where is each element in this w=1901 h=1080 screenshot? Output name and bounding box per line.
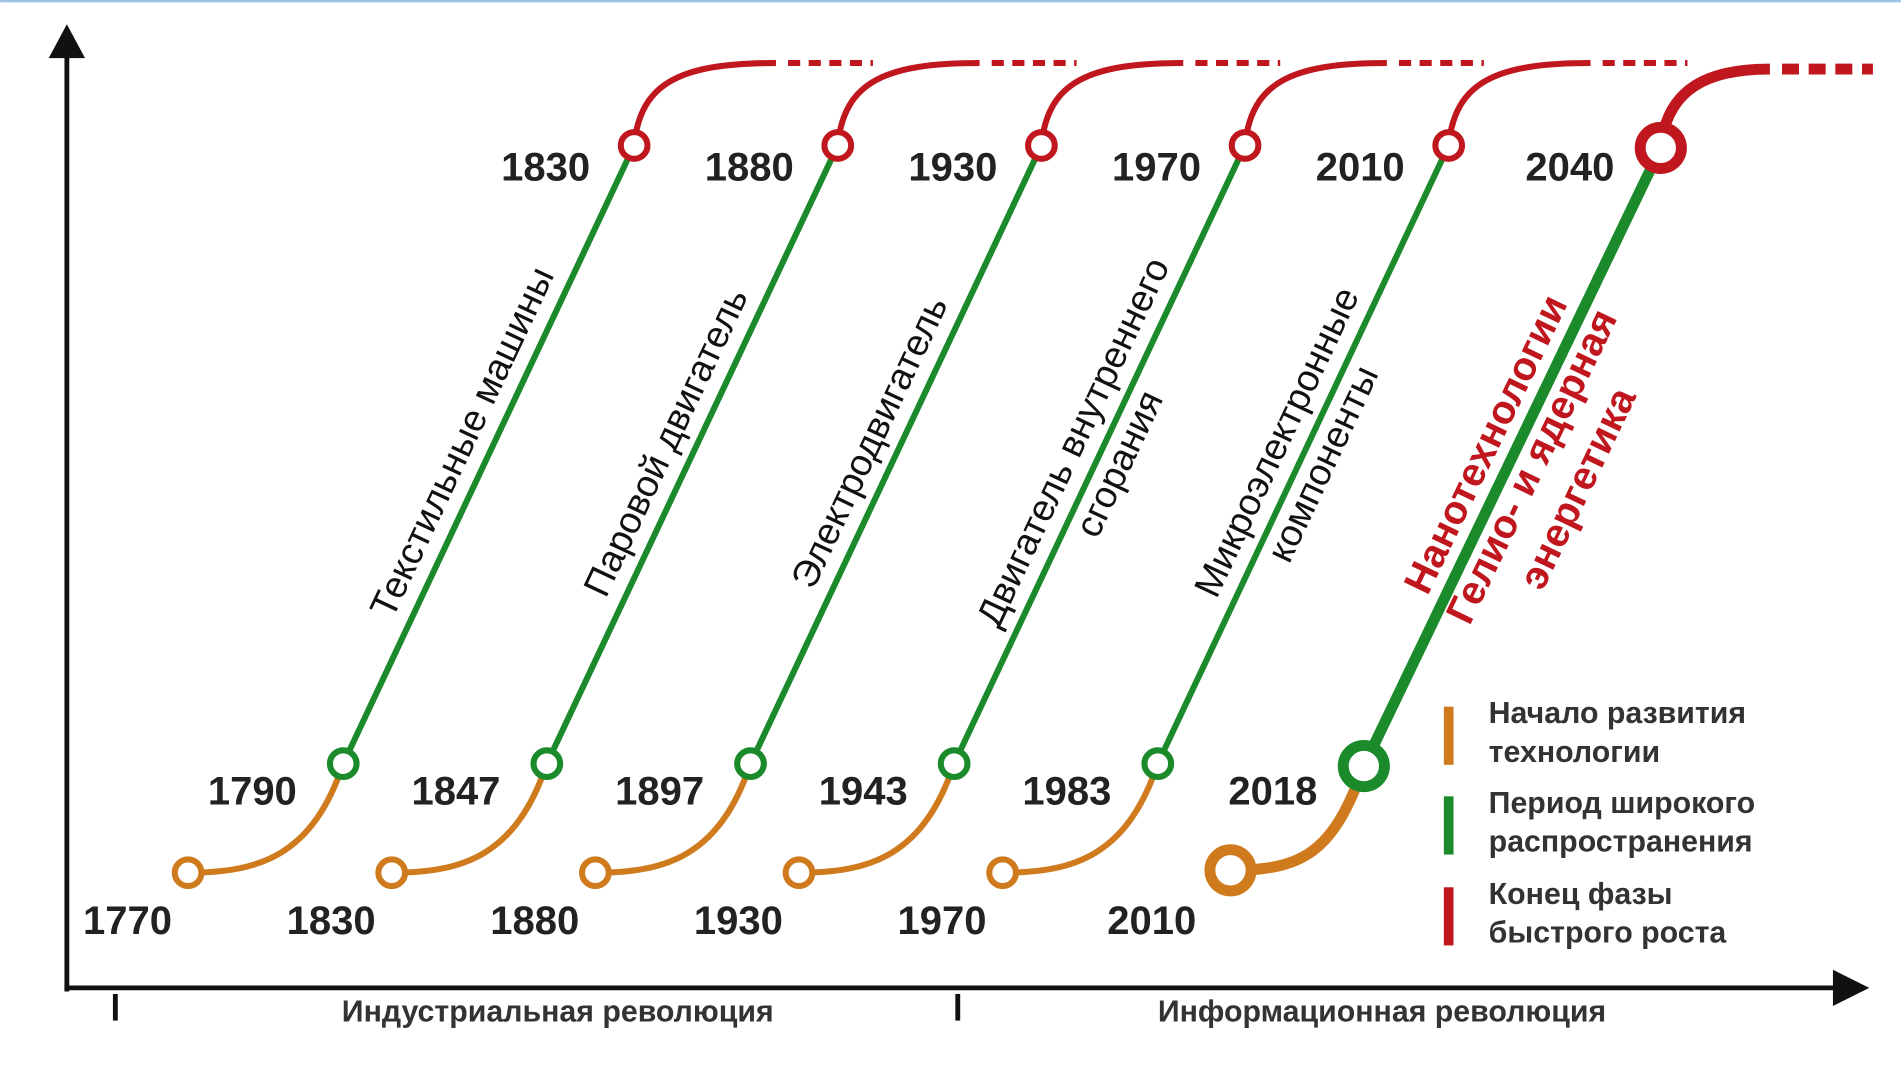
end-node	[1025, 129, 1058, 162]
growth-spread	[340, 144, 637, 765]
start-year: 2010	[1107, 899, 1196, 943]
x-arrow	[1832, 969, 1870, 1007]
start-year: 1880	[490, 899, 579, 943]
end-node	[1432, 129, 1466, 162]
start-node	[375, 856, 409, 890]
era-label: Информационная революция	[1158, 995, 1606, 1028]
growth-start	[595, 762, 754, 876]
end-year: 1880	[705, 145, 794, 189]
growth-spread	[1358, 145, 1666, 769]
growth-start	[188, 762, 347, 876]
start-node	[171, 856, 205, 890]
growth-end	[1038, 60, 1184, 146]
end-year: 1830	[501, 145, 590, 189]
end-node	[1634, 121, 1687, 174]
spread-node	[937, 747, 971, 780]
legend-label: быстрого роста	[1489, 917, 1728, 950]
spread-node	[530, 747, 564, 780]
spread-year: 1983	[1022, 770, 1111, 814]
growth-spread	[747, 144, 1045, 765]
growth-start	[1002, 762, 1161, 876]
spread-year: 1897	[615, 770, 704, 814]
spread-year: 1847	[411, 770, 500, 814]
growth-end	[834, 60, 980, 146]
end-year: 2010	[1316, 145, 1405, 189]
end-year: 2040	[1525, 145, 1614, 189]
spread-year: 2018	[1228, 770, 1317, 814]
end-year: 1970	[1112, 145, 1201, 189]
start-year: 1930	[694, 899, 783, 943]
spread-node	[326, 747, 360, 780]
growth-spread	[951, 144, 1248, 765]
legend-label: Конец фазы	[1489, 878, 1673, 911]
legend-label: распространения	[1489, 826, 1753, 859]
growth-end	[631, 60, 776, 146]
growth-start	[798, 762, 958, 876]
end-node	[821, 129, 855, 162]
end-node	[617, 129, 651, 162]
growth-start	[391, 762, 550, 876]
wave-label: Текстильные машины	[362, 260, 563, 623]
wave-label-line: Электродвигатель	[782, 289, 955, 594]
start-year: 1830	[287, 899, 376, 943]
growth-spread	[1155, 144, 1452, 765]
growth-spread	[544, 144, 841, 765]
y-arrow	[48, 24, 86, 59]
era-label: Индустриальная революция	[342, 995, 774, 1028]
wave-label: Паровой двигатель	[575, 281, 756, 602]
spread-node	[1141, 747, 1175, 780]
legend-label: Начало развития	[1489, 697, 1746, 730]
legend-swatch	[1443, 887, 1454, 946]
legend-swatch	[1443, 706, 1454, 765]
start-node	[986, 856, 1019, 890]
legend-swatch	[1443, 796, 1454, 855]
legend-label: технологии	[1489, 736, 1660, 769]
start-node	[1204, 844, 1257, 897]
spread-year: 1790	[208, 770, 297, 814]
growth-end	[1445, 60, 1591, 146]
spread-node	[734, 747, 767, 780]
start-year: 1970	[898, 899, 987, 943]
wave-label-line: Текстильные машины	[362, 260, 563, 623]
start-node	[782, 856, 816, 890]
spread-node	[1337, 740, 1390, 793]
wave-label: Электродвигатель	[782, 289, 955, 594]
start-node	[578, 856, 612, 890]
spread-year: 1943	[819, 770, 908, 814]
end-year: 1930	[908, 145, 997, 189]
wave-label-line: Паровой двигатель	[575, 281, 756, 602]
legend-label: Период широкого	[1489, 787, 1755, 820]
end-node	[1228, 129, 1262, 162]
growth-end	[1242, 60, 1387, 146]
start-year: 1770	[83, 899, 172, 943]
